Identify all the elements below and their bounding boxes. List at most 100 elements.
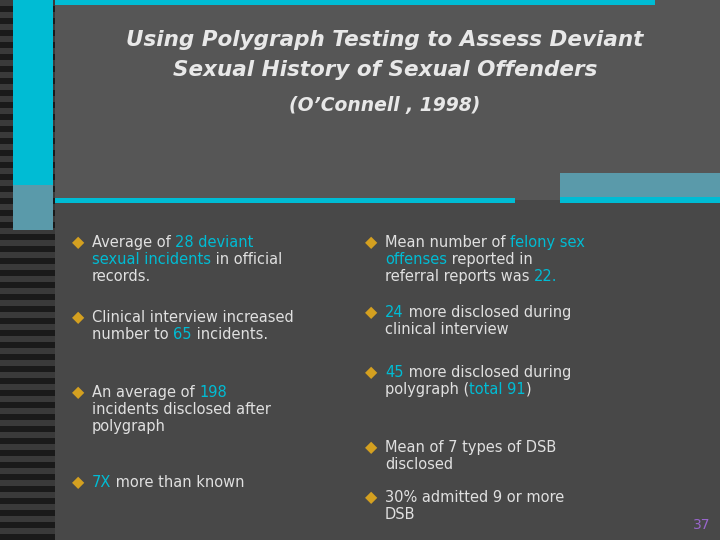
Bar — [0, 252, 55, 258]
Bar — [0, 360, 55, 366]
Bar — [0, 156, 55, 162]
Bar — [0, 192, 55, 198]
Text: ): ) — [526, 382, 531, 397]
Bar — [0, 126, 55, 132]
Bar — [0, 216, 55, 222]
Text: 22.: 22. — [534, 269, 557, 284]
Bar — [0, 174, 55, 180]
Bar — [0, 456, 55, 462]
Bar — [0, 204, 55, 210]
Bar — [0, 528, 55, 534]
Bar — [0, 102, 55, 108]
Bar — [0, 378, 55, 384]
Text: ◆: ◆ — [365, 440, 377, 455]
Text: sexual incidents: sexual incidents — [92, 252, 211, 267]
Text: more than known: more than known — [112, 475, 245, 490]
Bar — [0, 60, 55, 66]
Bar — [0, 426, 55, 432]
Bar — [0, 348, 55, 354]
Text: 28 deviant: 28 deviant — [176, 235, 253, 250]
Bar — [0, 210, 55, 216]
Bar — [0, 6, 55, 12]
Text: in official: in official — [211, 252, 282, 267]
Bar — [0, 492, 55, 498]
Text: Mean number of: Mean number of — [385, 235, 510, 250]
Bar — [0, 24, 55, 30]
Bar — [0, 228, 55, 234]
Bar — [0, 294, 55, 300]
Text: Sexual History of Sexual Offenders: Sexual History of Sexual Offenders — [173, 60, 597, 80]
Text: ◆: ◆ — [72, 310, 84, 325]
Bar — [0, 108, 55, 114]
Bar — [55, 0, 655, 5]
Bar — [0, 264, 55, 270]
Text: ◆: ◆ — [365, 490, 377, 505]
Bar — [13, 0, 53, 185]
Bar — [55, 0, 720, 200]
Bar — [0, 444, 55, 450]
Bar — [0, 180, 55, 186]
Bar — [0, 462, 55, 468]
Text: ◆: ◆ — [365, 235, 377, 250]
Text: more disclosed during: more disclosed during — [403, 365, 571, 380]
Text: total 91: total 91 — [469, 382, 526, 397]
Text: ◆: ◆ — [365, 305, 377, 320]
Bar — [0, 72, 55, 78]
Bar — [13, 185, 53, 230]
Bar — [0, 312, 55, 318]
Text: polygraph: polygraph — [92, 419, 166, 434]
Bar — [560, 197, 720, 203]
Bar — [0, 18, 55, 24]
Text: 198: 198 — [199, 385, 227, 400]
Bar — [0, 132, 55, 138]
Bar — [0, 30, 55, 36]
Bar — [0, 330, 55, 336]
Bar — [0, 114, 55, 120]
Bar — [0, 336, 55, 342]
Bar — [0, 450, 55, 456]
Bar — [0, 522, 55, 528]
Bar — [0, 246, 55, 252]
Text: incidents disclosed after: incidents disclosed after — [92, 402, 271, 417]
Bar — [0, 288, 55, 294]
Bar — [0, 504, 55, 510]
Text: more disclosed during: more disclosed during — [404, 305, 571, 320]
Bar — [0, 468, 55, 474]
Text: referral reports was: referral reports was — [385, 269, 534, 284]
Text: 65: 65 — [174, 327, 192, 342]
Bar — [0, 78, 55, 84]
Bar — [0, 318, 55, 324]
Bar — [0, 366, 55, 372]
Text: number to: number to — [92, 327, 174, 342]
Bar — [0, 402, 55, 408]
Bar — [0, 240, 55, 246]
Bar — [0, 510, 55, 516]
Bar — [0, 276, 55, 282]
Bar — [0, 306, 55, 312]
Text: felony sex: felony sex — [510, 235, 585, 250]
Bar — [0, 138, 55, 144]
Bar — [560, 173, 720, 203]
Bar — [55, 198, 515, 203]
Text: 30% admitted 9 or more: 30% admitted 9 or more — [385, 490, 564, 505]
Text: ◆: ◆ — [72, 385, 84, 400]
Bar — [0, 432, 55, 438]
Bar — [0, 234, 55, 240]
Text: reported in: reported in — [447, 252, 533, 267]
Bar — [0, 390, 55, 396]
Text: ◆: ◆ — [72, 475, 84, 490]
Bar — [0, 372, 55, 378]
Text: ◆: ◆ — [72, 235, 84, 250]
Bar — [0, 300, 55, 306]
Bar — [0, 498, 55, 504]
Bar — [0, 516, 55, 522]
Text: incidents.: incidents. — [192, 327, 268, 342]
Bar — [0, 96, 55, 102]
Bar — [0, 66, 55, 72]
Bar — [0, 408, 55, 414]
Bar — [0, 414, 55, 420]
Bar — [0, 438, 55, 444]
Text: Using Polygraph Testing to Assess Deviant: Using Polygraph Testing to Assess Devian… — [126, 30, 644, 50]
Bar — [0, 0, 55, 6]
Bar — [0, 162, 55, 168]
